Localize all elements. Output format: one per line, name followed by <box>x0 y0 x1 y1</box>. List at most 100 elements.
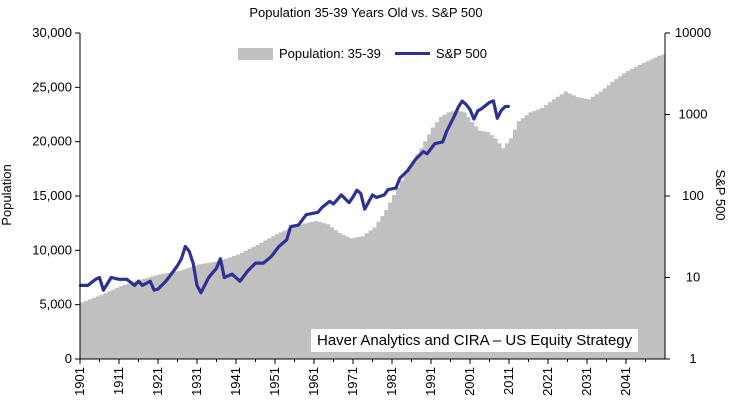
population-bar <box>493 138 498 359</box>
legend-label-sp500: S&P 500 <box>435 46 488 61</box>
population-bar <box>645 61 650 359</box>
population-bar <box>353 237 358 359</box>
legend-swatch-population <box>238 47 273 60</box>
y-tick-label: 5,000 <box>39 297 72 312</box>
x-tick-label: 1971 <box>345 367 360 396</box>
sp500-point <box>195 284 199 287</box>
population-bar <box>251 246 256 359</box>
population-bar <box>431 127 436 359</box>
population-bar <box>337 232 342 359</box>
population-bar <box>306 222 311 359</box>
population-bar <box>317 222 323 359</box>
population-bar <box>594 94 600 359</box>
sp500-point <box>488 101 491 104</box>
population-bar <box>247 248 252 359</box>
population-bar <box>138 279 143 359</box>
population-bar <box>259 242 264 359</box>
sp500-point <box>363 207 366 211</box>
population-bar <box>298 224 303 359</box>
legend-swatch-sp500 <box>394 52 430 55</box>
sp500-point <box>172 269 175 273</box>
sp500-point <box>86 284 90 287</box>
population-bar <box>380 215 385 359</box>
population-bar <box>419 148 424 359</box>
population-bar <box>239 252 245 359</box>
sp500-point <box>285 238 288 242</box>
sp500-point <box>340 193 343 197</box>
chart-title: Population 35-39 Years Old vs. S&P 500 <box>249 5 483 20</box>
population-bar <box>302 223 307 359</box>
population-bar <box>442 114 447 359</box>
population-bar <box>571 95 576 360</box>
x-tick-label: 1981 <box>384 367 399 396</box>
sp500-point <box>191 261 195 265</box>
population-bar <box>282 230 288 359</box>
legend-label-population: Population: 35-39 <box>279 46 381 61</box>
sp500-point <box>328 200 331 203</box>
population-bar <box>438 116 444 359</box>
population-bar <box>83 300 89 359</box>
population-bar <box>403 173 408 359</box>
x-tick-label: 2031 <box>579 367 594 396</box>
population-bar <box>470 122 475 359</box>
sp500-point <box>219 257 222 260</box>
population-bar <box>325 224 330 359</box>
sp500-point <box>94 278 97 281</box>
sp500-point <box>406 169 409 172</box>
sp500-point <box>503 105 507 108</box>
sp500-point <box>383 193 386 197</box>
y2-tick-label: 1 <box>689 351 696 366</box>
x-tick-label: 1901 <box>72 367 87 396</box>
sp500-point <box>215 267 218 270</box>
population-bar <box>372 227 377 359</box>
sp500-point <box>375 196 378 199</box>
sp500-point <box>422 150 425 153</box>
sp500-point <box>433 142 437 145</box>
sp500-point <box>441 140 444 144</box>
legend-item-sp500: S&P 500 <box>394 46 488 61</box>
population-bar <box>115 287 120 359</box>
population-bar <box>341 234 346 359</box>
population-bar <box>95 296 100 359</box>
sp500-point <box>262 261 265 265</box>
population-bar <box>415 154 420 359</box>
sp500-point <box>110 276 113 279</box>
sp500-point <box>472 117 476 121</box>
population-bar <box>590 96 596 359</box>
x-tick-label: 2001 <box>462 367 477 396</box>
population-bar <box>384 210 389 359</box>
sp500-point <box>133 284 136 287</box>
sp500-point <box>476 109 479 113</box>
sp500-point <box>230 272 234 276</box>
population-bar <box>275 234 280 359</box>
sp500-point <box>480 107 483 110</box>
population-bar <box>458 111 463 360</box>
population-bar <box>310 221 315 359</box>
population-bar <box>126 283 132 359</box>
population-bar <box>243 250 249 359</box>
y2-tick-label: 10 <box>686 270 700 285</box>
sp500-point <box>468 108 472 111</box>
x-tick-label: 1921 <box>150 367 165 396</box>
population-bar <box>103 293 108 359</box>
x-tick-label: 1911 <box>111 367 126 395</box>
x-tick-label: 1941 <box>228 367 243 396</box>
population-bar <box>462 112 467 359</box>
sp500-point <box>188 250 191 253</box>
population-bar <box>333 230 338 359</box>
population-bar <box>232 255 237 359</box>
population-bar <box>271 236 276 359</box>
population-bar <box>349 238 354 359</box>
population-bar <box>473 126 479 359</box>
population-bar <box>177 270 182 359</box>
y2-axis-label: S&P 500 <box>713 169 728 220</box>
sp500-point <box>117 278 121 281</box>
population-bar <box>228 257 233 359</box>
sp500-point <box>164 280 167 283</box>
x-tick-label: 1931 <box>189 367 204 396</box>
population-bar <box>87 299 93 359</box>
population-bar <box>551 99 557 359</box>
population-bar <box>633 66 639 359</box>
population-bar <box>169 272 174 359</box>
population-bar <box>489 135 494 359</box>
